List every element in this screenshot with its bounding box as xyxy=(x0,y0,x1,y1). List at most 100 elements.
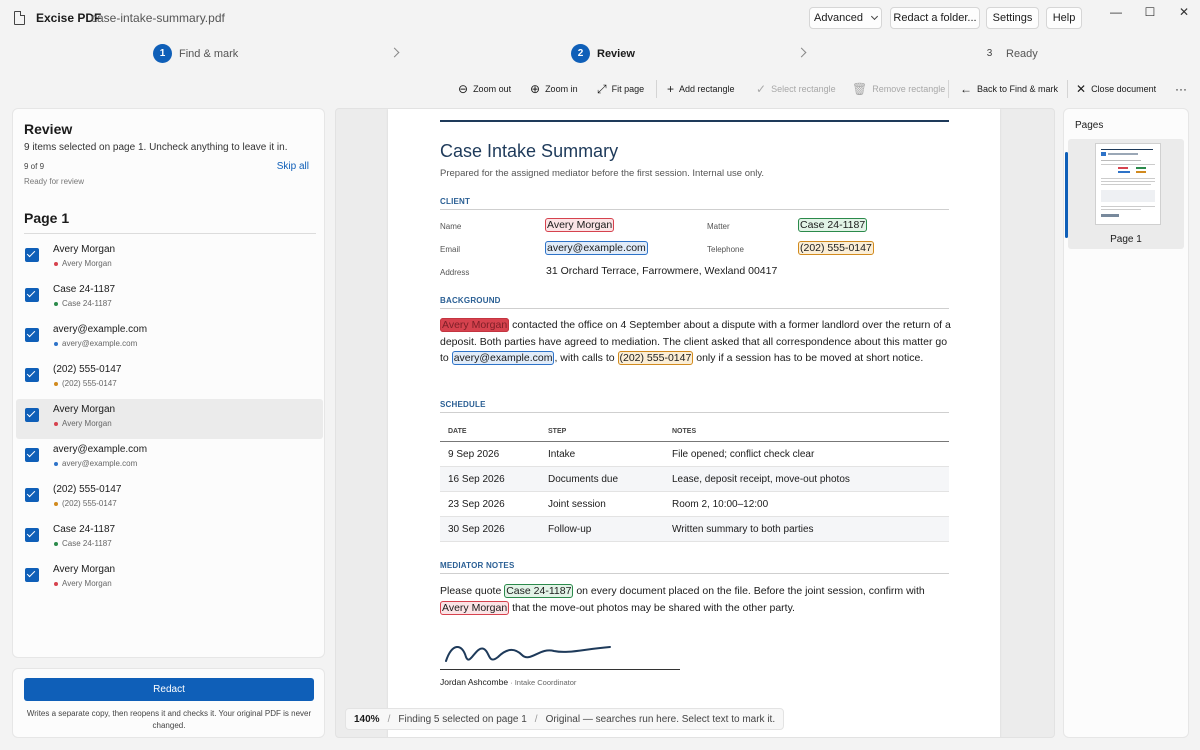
marked-email[interactable]: avery@example.com xyxy=(451,351,555,365)
color-dot xyxy=(54,462,58,466)
page-heading: Page 1 xyxy=(24,210,70,226)
step-find-mark[interactable]: 1 Find & mark xyxy=(153,44,238,63)
review-item[interactable]: avery@example.com avery@example.com xyxy=(16,319,323,359)
document-viewer[interactable]: Case Intake Summary Prepared for the ass… xyxy=(335,108,1055,738)
background-text: only if a session has to be moved at sho… xyxy=(693,352,924,364)
checkbox[interactable] xyxy=(25,328,39,342)
marked-phone[interactable]: (202) 555-0147 xyxy=(617,351,694,365)
checkbox[interactable] xyxy=(25,408,39,422)
color-dot xyxy=(54,342,58,346)
thumb-mark xyxy=(1118,171,1130,173)
trash-icon: 🗑 xyxy=(852,82,868,96)
matter-value: Case 24-1187 xyxy=(798,218,868,232)
marked-phone[interactable]: (202) 555-0147 xyxy=(798,241,874,255)
marked-case[interactable]: Case 24-1187 xyxy=(798,218,868,232)
step-ready[interactable]: 3 Ready xyxy=(980,44,1038,63)
review-item[interactable]: (202) 555-0147 (202) 555-0147 xyxy=(16,359,323,399)
file-name: case-intake-summary.pdf xyxy=(91,11,225,25)
redact-folder-button[interactable]: Redact a folder... xyxy=(890,7,980,29)
table-cell: 16 Sep 2026 xyxy=(448,474,505,485)
settings-button[interactable]: Settings xyxy=(986,7,1039,29)
chevron-right-icon xyxy=(389,47,400,58)
close-window-icon[interactable]: ✕ xyxy=(1178,5,1190,19)
checkbox[interactable] xyxy=(25,488,39,502)
pdf-page[interactable]: Case Intake Summary Prepared for the ass… xyxy=(388,109,1000,737)
review-item[interactable]: (202) 555-0147 (202) 555-0147 xyxy=(16,479,323,519)
more-options-button[interactable]: ··· xyxy=(1175,82,1187,96)
review-item-selected[interactable]: Avery Morgan Avery Morgan xyxy=(16,399,323,439)
table-cell: 23 Sep 2026 xyxy=(448,499,505,510)
review-count: 9 of 9 xyxy=(24,162,45,171)
back-to-find-button[interactable]: ← Back to Find & mark xyxy=(960,78,1058,100)
fit-page-icon: ⤢ xyxy=(597,82,607,96)
page-thumbnail[interactable] xyxy=(1095,143,1161,225)
table-cell: 30 Sep 2026 xyxy=(448,524,505,535)
column-header: NOTES xyxy=(672,428,697,435)
zoom-in-button[interactable]: ⊕ Zoom in xyxy=(530,78,578,100)
minimize-icon[interactable]: — xyxy=(1110,5,1122,19)
advanced-dropdown[interactable]: Advanced xyxy=(809,7,882,29)
review-item-list: Avery Morgan Avery Morgan Case 24-1187 Cas… xyxy=(16,239,323,599)
checkbox[interactable] xyxy=(25,288,39,302)
item-subtitle: (202) 555-0147 xyxy=(62,379,117,388)
checkbox[interactable] xyxy=(25,368,39,382)
skip-all-link[interactable]: Skip all xyxy=(276,161,309,172)
color-dot xyxy=(54,422,58,426)
fit-page-label: Fit page xyxy=(611,84,645,94)
help-button[interactable]: Help xyxy=(1046,7,1082,29)
arrow-left-icon: ← xyxy=(960,82,972,96)
add-rectangle-button[interactable]: + Add rectangle xyxy=(667,78,735,100)
review-status: Ready for review xyxy=(24,177,85,186)
select-rectangle-button[interactable]: ✓ Select rectangle xyxy=(756,78,836,100)
marked-email[interactable]: avery@example.com xyxy=(545,241,648,255)
document-icon xyxy=(14,11,25,25)
marked-name[interactable]: Avery Morgan xyxy=(545,218,615,232)
checkbox[interactable] xyxy=(25,528,39,542)
maximize-icon[interactable]: ☐ xyxy=(1144,5,1156,19)
zoom-out-button[interactable]: ⊖ Zoom out xyxy=(458,78,511,100)
section-rule xyxy=(440,573,949,574)
review-item[interactable]: Avery Morgan Avery Morgan xyxy=(16,559,323,599)
redact-panel: Redact Writes a separate copy, then reop… xyxy=(12,668,325,738)
signatory-role: · Intake Coordinator xyxy=(508,678,577,687)
zoom-level[interactable]: 140% xyxy=(354,713,380,725)
table-cell: Joint session xyxy=(548,499,606,510)
email-label: Email xyxy=(440,245,461,254)
fit-page-button[interactable]: ⤢ Fit page xyxy=(597,78,644,100)
thumb-table xyxy=(1101,190,1155,202)
remove-rectangle-button[interactable]: 🗑 Remove rectangle xyxy=(852,78,945,100)
page-thumbnail-item[interactable]: Page 1 xyxy=(1068,139,1184,249)
add-rectangle-label: Add rectangle xyxy=(679,84,735,94)
address-label: Address xyxy=(440,268,470,277)
item-subtitle: avery@example.com xyxy=(62,339,138,348)
redact-button[interactable]: Redact xyxy=(24,678,314,701)
toolbar-divider xyxy=(656,80,657,98)
step-review[interactable]: 2 Review xyxy=(571,44,635,63)
color-dot xyxy=(54,382,58,386)
close-document-button[interactable]: ✕ Close document xyxy=(1076,78,1156,100)
marked-name-active[interactable]: Avery Morgan xyxy=(440,318,510,332)
table-row: 23 Sep 2026 Joint session Room 2, 10:00–… xyxy=(440,492,949,517)
thumb-line xyxy=(1101,178,1155,179)
review-item[interactable]: Case 24-1187 Case 24-1187 xyxy=(16,519,323,559)
item-title: Avery Morgan xyxy=(53,404,116,415)
table-row: 30 Sep 2026 Follow-up Written summary to… xyxy=(440,517,949,542)
marked-name[interactable]: Avery Morgan xyxy=(440,600,510,615)
checkbox[interactable] xyxy=(25,568,39,582)
review-item[interactable]: Case 24-1187 Case 24-1187 xyxy=(16,279,323,319)
status-separator: / xyxy=(387,713,391,725)
checkbox[interactable] xyxy=(25,248,39,262)
pages-panel: Pages Page 1 xyxy=(1063,108,1189,738)
review-item[interactable]: Avery Morgan Avery Morgan xyxy=(16,239,323,279)
step-number: 3 xyxy=(986,48,993,59)
item-subtitle: Avery Morgan xyxy=(62,259,112,268)
thumb-mark xyxy=(1118,167,1128,169)
checkbox[interactable] xyxy=(25,448,39,462)
thumb-line xyxy=(1101,184,1151,185)
section-heading-client: CLIENT xyxy=(440,197,471,206)
review-item[interactable]: avery@example.com avery@example.com xyxy=(16,439,323,479)
column-header: STEP xyxy=(548,428,567,435)
item-subtitle: Avery Morgan xyxy=(62,419,112,428)
background-paragraph: Avery Morgan contacted the office on 4 S… xyxy=(440,317,952,367)
marked-case[interactable]: Case 24-1187 xyxy=(504,584,574,598)
